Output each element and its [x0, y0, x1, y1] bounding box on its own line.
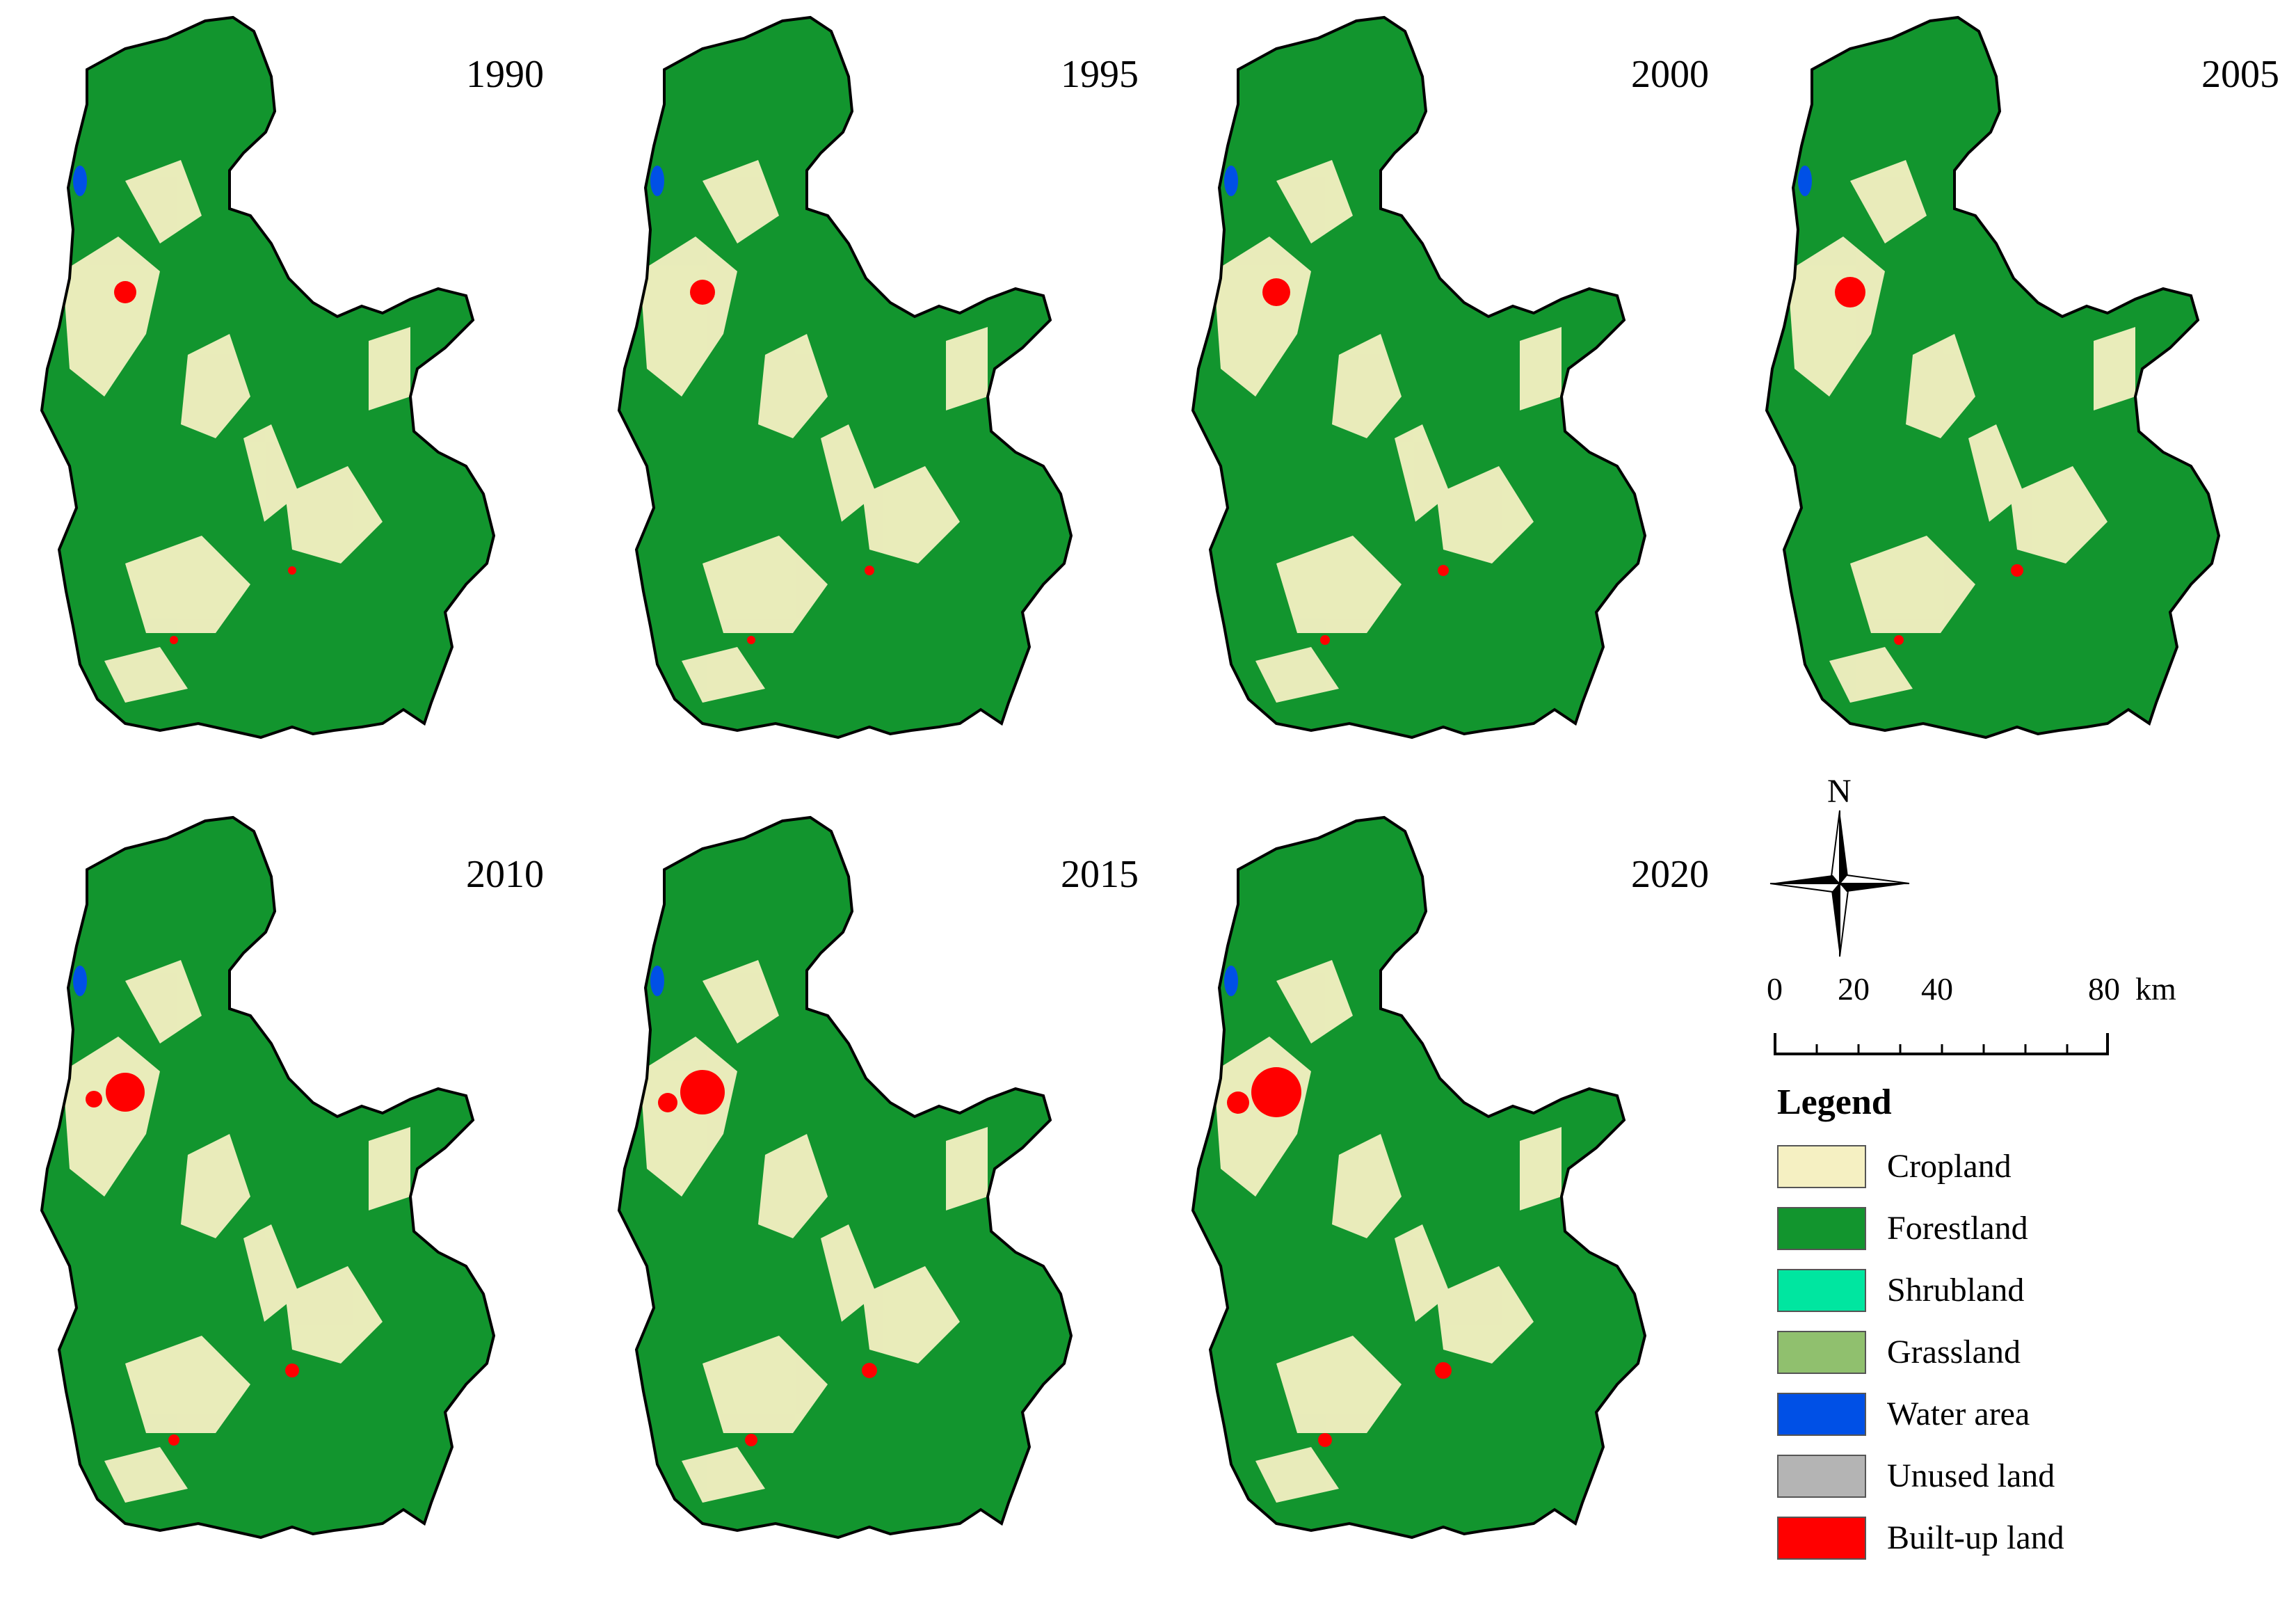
map-svg	[1191, 16, 1646, 739]
legend-swatch	[1777, 1206, 1866, 1250]
map-2010: 2010	[21, 807, 591, 1607]
legend-label: Grassland	[1887, 1334, 2021, 1370]
legend: Legend Cropland Forestland Shrubland Gra…	[1777, 1082, 2194, 1569]
map-2005: 2005	[1746, 7, 2296, 807]
legend-item-forestland: Forestland	[1777, 1197, 2194, 1259]
legend-swatch	[1777, 1330, 1866, 1374]
map-1990: 1990	[21, 7, 591, 807]
map-2015: 2015	[598, 807, 1169, 1607]
legend-item-built-up-land: Built-up land	[1777, 1507, 2194, 1569]
legend-item-cropland: Cropland	[1777, 1135, 2194, 1197]
map-svg	[618, 16, 1073, 739]
scale-bar-graphic	[1774, 1033, 2109, 1055]
scale-unit: km	[2135, 971, 2176, 1007]
map-2000: 2000	[1172, 7, 1742, 807]
year-label: 2005	[2201, 53, 2279, 96]
legend-item-unused-land: Unused land	[1777, 1445, 2194, 1507]
map-svg	[618, 816, 1073, 1539]
map-svg	[1191, 816, 1646, 1539]
legend-item-shrubland: Shrubland	[1777, 1259, 2194, 1321]
legend-item-grassland: Grassland	[1777, 1321, 2194, 1383]
map-svg	[40, 816, 495, 1539]
year-label: 2010	[466, 853, 544, 896]
legend-label: Forestland	[1887, 1210, 2028, 1247]
scale-bar: 0 20 40 80 km	[1767, 970, 2176, 1061]
legend-title: Legend	[1777, 1082, 1892, 1122]
legend-label: Built-up land	[1887, 1519, 2064, 1556]
north-arrow: N	[1763, 772, 1916, 960]
legend-swatch	[1777, 1454, 1866, 1498]
map-svg	[40, 16, 495, 739]
map-2020: 2020	[1172, 807, 1742, 1607]
year-label: 1990	[466, 53, 544, 96]
year-label: 2000	[1631, 53, 1709, 96]
legend-label: Water area	[1887, 1396, 2030, 1432]
year-label: 2015	[1061, 853, 1139, 896]
legend-item-water-area: Water area	[1777, 1383, 2194, 1445]
scale-tick-label: 80	[2088, 971, 2120, 1007]
scale-tick-label: 20	[1838, 971, 1870, 1007]
legend-swatch	[1777, 1516, 1866, 1560]
legend-swatch	[1777, 1268, 1866, 1312]
north-label: N	[1827, 773, 1852, 810]
scale-tick-label: 0	[1767, 971, 1783, 1007]
legend-label: Unused land	[1887, 1457, 2055, 1494]
legend-label: Cropland	[1887, 1148, 2012, 1185]
map-svg	[1765, 16, 2220, 739]
year-label: 1995	[1061, 53, 1139, 96]
legend-swatch	[1777, 1144, 1866, 1188]
scale-tick-label: 40	[1921, 971, 1953, 1007]
year-label: 2020	[1631, 853, 1709, 896]
legend-label: Shrubland	[1887, 1272, 2025, 1309]
compass-icon	[1769, 810, 1910, 957]
legend-swatch	[1777, 1392, 1866, 1436]
map-1995: 1995	[598, 7, 1169, 807]
